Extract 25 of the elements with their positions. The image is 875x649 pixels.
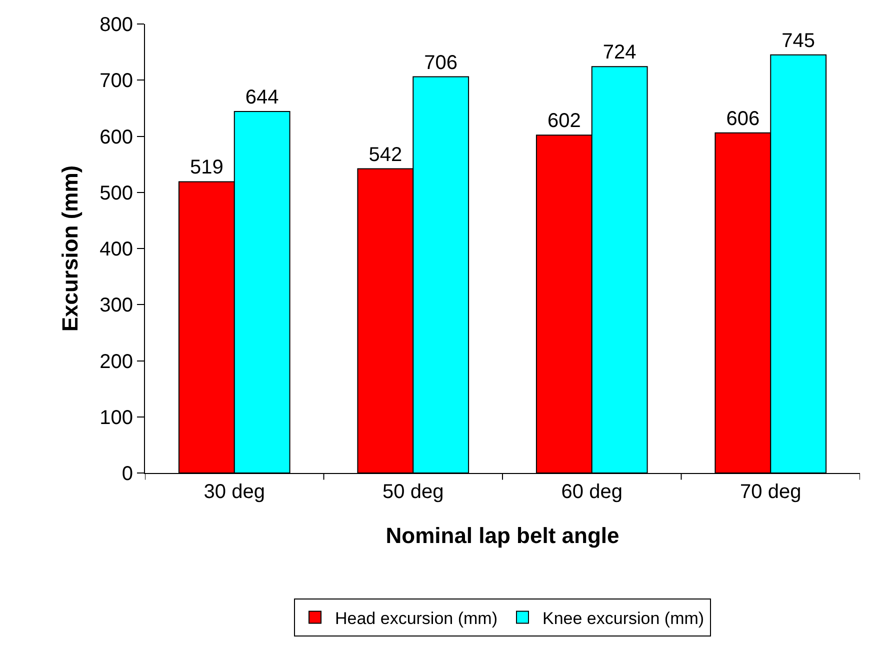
legend-label: Head excursion (mm) [335,608,498,628]
y-tick-label: 200 [100,350,133,373]
legend-label: Knee excursion (mm) [542,608,704,628]
x-tick-label: 30 deg [204,481,265,503]
y-tick-label: 600 [100,126,133,148]
y-tick-label: 0 [122,463,133,485]
x-tick-label: 50 deg [382,481,444,503]
data-label: 706 [424,52,458,74]
data-label: 724 [602,42,636,64]
x-axis-title: Nominal lap belt angle [386,522,620,548]
y-tick-label: 800 [100,14,133,36]
x-tick-label: 70 deg [740,481,802,503]
y-tick-label: 700 [100,70,133,92]
y-tick-label: 500 [100,182,133,204]
data-label: 542 [368,144,402,166]
x-tick-label: 60 deg [561,481,622,503]
y-tick-label: 100 [100,406,133,429]
y-tick-label: 400 [100,238,133,260]
data-label: 745 [782,30,816,52]
data-label: 606 [726,108,760,130]
y-axis-title: Excursion (mm) [57,165,82,332]
data-label: 644 [245,86,279,109]
y-tick-label: 300 [100,294,133,317]
data-label: 519 [190,156,224,179]
data-label: 602 [547,110,581,132]
